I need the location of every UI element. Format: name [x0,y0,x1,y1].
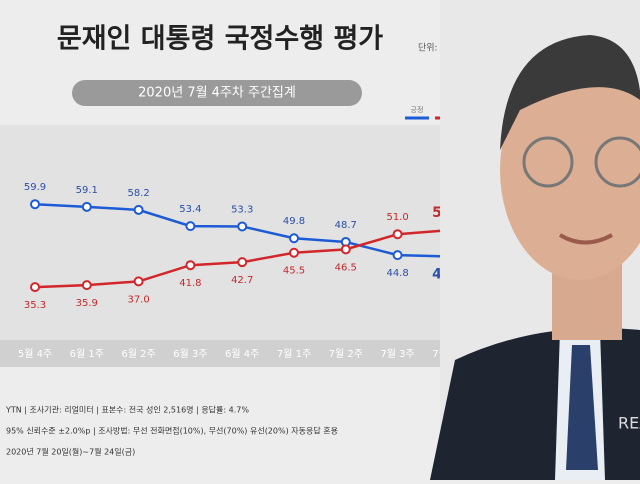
value-label: 46.5 [335,262,357,273]
value-label: 49.8 [283,216,305,227]
chart-title: 문재인 대통령 국정수행 평가 [57,24,383,55]
x-tick-label: 7월 3주 [380,348,414,360]
photo [430,0,640,480]
value-label: 44.8 [386,268,408,279]
point [30,199,40,210]
point [185,221,196,232]
value-label: 58.2 [127,188,149,199]
point [237,221,248,232]
point [133,276,144,287]
value-label: 42.7 [231,275,253,286]
point [392,250,403,261]
value-label: 53.4 [179,204,201,215]
plot-panel [0,125,462,367]
value-label: 59.1 [76,185,98,196]
value-label: 37.0 [127,294,149,305]
point [133,204,144,215]
point [81,280,92,291]
x-tick-label: 6월 3주 [173,348,207,360]
subtitle-pill [72,80,362,106]
point [81,201,92,212]
value-label: 41.8 [179,278,201,289]
watermark: REA [618,414,640,433]
point [289,233,299,244]
category-band [0,340,462,367]
unit-label: 단위: % [418,43,449,54]
value-label: 35.3 [24,300,46,311]
footer-line: YTN | 조사기관: 리얼미터 | 표본수: 전국 성인 2,516명 | 응… [5,405,249,415]
point [30,282,40,293]
x-tick-label: 5월 4주 [18,348,52,360]
value-label: 35.9 [76,298,98,309]
x-tick-label: 6월 2주 [121,348,155,360]
point [340,244,351,255]
point [289,247,299,258]
x-tick-label: 6월 4주 [225,348,259,360]
x-tick-label: 7월 1주 [277,348,311,360]
footer-line: 95% 신뢰수준 ±2.0%p | 조사방법: 무선 전화면접(10%), 무선… [6,426,338,436]
value-label: 48.7 [335,220,357,231]
legend-label: 긍정 [411,105,424,114]
x-tick-label: 6월 1주 [70,348,104,360]
x-tick-label: 7월 2주 [329,348,363,360]
point [185,260,196,271]
subtitle: 2020년 7월 4주차 주간집계 [138,86,296,101]
point [237,257,248,268]
value-label: 51.0 [386,212,408,223]
value-label: 53.3 [231,204,253,215]
point [392,229,403,240]
value-label: 45.5 [283,266,305,277]
footer-line: 2020년 7월 20일(월)~7월 24일(금) [6,447,135,457]
value-label: 59.9 [24,182,46,193]
